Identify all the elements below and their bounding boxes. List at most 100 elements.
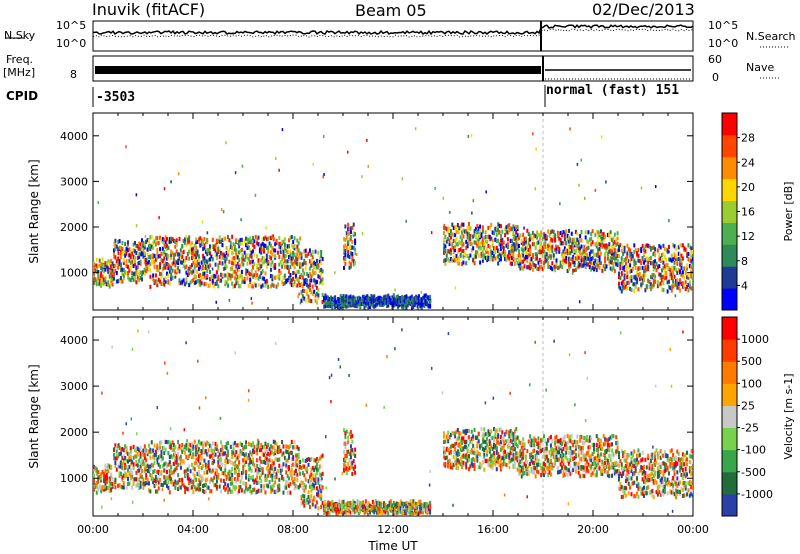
- heatmap-cell: [511, 238, 514, 243]
- heatmap-cell: [161, 259, 164, 264]
- heatmap-cell: [494, 250, 497, 255]
- heatmap-cell: [200, 475, 203, 480]
- heatmap-cell: [300, 252, 303, 257]
- heatmap-cell: [258, 243, 261, 248]
- heatmap-cell: [604, 234, 607, 239]
- heatmap-cell: [343, 457, 345, 462]
- heatmap-cell: [580, 260, 583, 266]
- heatmap-cell: [264, 490, 267, 495]
- scatter-echo: [222, 210, 225, 214]
- heatmap-cell: [415, 298, 418, 304]
- heatmap-cell: [195, 240, 198, 245]
- scatter-echo: [454, 286, 457, 290]
- heatmap-cell: [267, 442, 270, 447]
- heatmap-cell: [254, 490, 257, 495]
- heatmap-cell: [311, 473, 314, 478]
- heatmap-cell: [597, 247, 600, 252]
- heatmap-cell: [167, 254, 170, 259]
- heatmap-cell: [250, 476, 253, 481]
- heatmap-cell: [483, 467, 486, 472]
- heatmap-cell: [279, 260, 282, 265]
- heatmap-cell: [341, 510, 344, 515]
- heatmap-cell: [220, 489, 223, 494]
- heatmap-cell: [174, 244, 177, 249]
- heatmap-cell: [669, 272, 672, 277]
- heatmap-cell: [289, 253, 292, 258]
- heatmap-cell: [292, 276, 295, 281]
- heatmap-cell: [669, 268, 672, 273]
- heatmap-cell: [634, 260, 637, 265]
- heatmap-cell: [122, 460, 125, 465]
- heatmap-cell: [166, 246, 169, 251]
- heatmap-cell: [215, 479, 218, 484]
- heatmap-cell: [254, 270, 257, 275]
- heatmap-cell: [676, 261, 679, 266]
- heatmap-cell: [491, 255, 494, 260]
- heatmap-cell: [138, 260, 141, 265]
- heatmap-cell: [174, 259, 177, 264]
- heatmap-cell: [200, 456, 203, 461]
- heatmap-cell: [185, 277, 188, 282]
- heatmap-cell: [609, 230, 612, 235]
- heatmap-cell: [288, 445, 291, 450]
- scatter-echo: [201, 220, 204, 224]
- heatmap-cell: [626, 286, 629, 291]
- heatmap-cell: [154, 273, 157, 278]
- heatmap-cell: [145, 239, 148, 244]
- heatmap-cell: [97, 263, 100, 268]
- heatmap-cell: [413, 511, 416, 516]
- heatmap-cell: [156, 283, 159, 288]
- heatmap-cell: [175, 270, 178, 275]
- heatmap-cell: [513, 447, 516, 452]
- heatmap-cell: [209, 257, 211, 262]
- heatmap-cell: [367, 301, 370, 306]
- heatmap-cell: [115, 244, 118, 249]
- heatmap-cell: [449, 432, 452, 437]
- heatmap-cell: [221, 255, 224, 260]
- heatmap-cell: [545, 252, 548, 257]
- heatmap-cell: [217, 263, 220, 268]
- heatmap-cell: [171, 268, 174, 273]
- heatmap-cell: [473, 466, 476, 471]
- heatmap-cell: [171, 440, 174, 445]
- heatmap-cell: [235, 255, 238, 260]
- heatmap-cell: [289, 235, 292, 241]
- heatmap-cell: [296, 485, 299, 490]
- heatmap-cell: [166, 237, 169, 242]
- heatmap-cell: [409, 506, 412, 511]
- heatmap-cell: [456, 261, 459, 266]
- heatmap-cell: [245, 452, 248, 457]
- heatmap-cell: [385, 300, 388, 305]
- heatmap-cell: [529, 434, 532, 439]
- heatmap-cell: [185, 468, 188, 473]
- heatmap-cell: [534, 256, 537, 261]
- heatmap-cell: [529, 237, 532, 242]
- heatmap-cell: [249, 280, 252, 285]
- heatmap-cell: [629, 269, 632, 274]
- heatmap-cell: [691, 249, 693, 255]
- heatmap-cell: [468, 457, 470, 462]
- heatmap-cell: [343, 428, 345, 433]
- heatmap-cell: [622, 284, 625, 289]
- heatmap-cell: [498, 252, 501, 257]
- heatmap-cell: [317, 288, 320, 293]
- heatmap-cell: [250, 239, 253, 244]
- heatmap-cell: [304, 500, 307, 505]
- heatmap-cell: [422, 295, 425, 300]
- heatmap-cell: [178, 478, 181, 483]
- heatmap-cell: [666, 262, 669, 268]
- heatmap-cell: [448, 450, 451, 456]
- heatmap-cell: [153, 456, 156, 461]
- heatmap-cell: [588, 265, 591, 270]
- heatmap-cell: [486, 437, 489, 442]
- heatmap-cell: [594, 258, 597, 263]
- heatmap-cell: [447, 236, 450, 242]
- heatmap-cell: [154, 452, 157, 457]
- heatmap-cell: [193, 249, 196, 254]
- heatmap-cell: [238, 453, 241, 458]
- heatmap-cell: [427, 295, 430, 300]
- heatmap-cell: [196, 457, 199, 462]
- heatmap-cell: [307, 273, 310, 278]
- heatmap-cell: [690, 250, 693, 256]
- heatmap-cell: [497, 440, 500, 445]
